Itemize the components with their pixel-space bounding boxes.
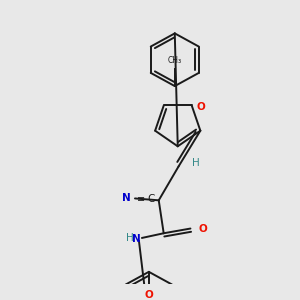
Text: O: O	[198, 224, 207, 233]
Text: N: N	[132, 234, 141, 244]
Text: ≡: ≡	[137, 194, 145, 204]
Text: CH₃: CH₃	[168, 56, 182, 65]
Text: H: H	[126, 233, 134, 243]
Text: N: N	[122, 194, 131, 203]
Text: O: O	[197, 102, 206, 112]
Text: H: H	[192, 158, 200, 168]
Text: O: O	[145, 290, 153, 300]
Text: C: C	[147, 194, 154, 204]
